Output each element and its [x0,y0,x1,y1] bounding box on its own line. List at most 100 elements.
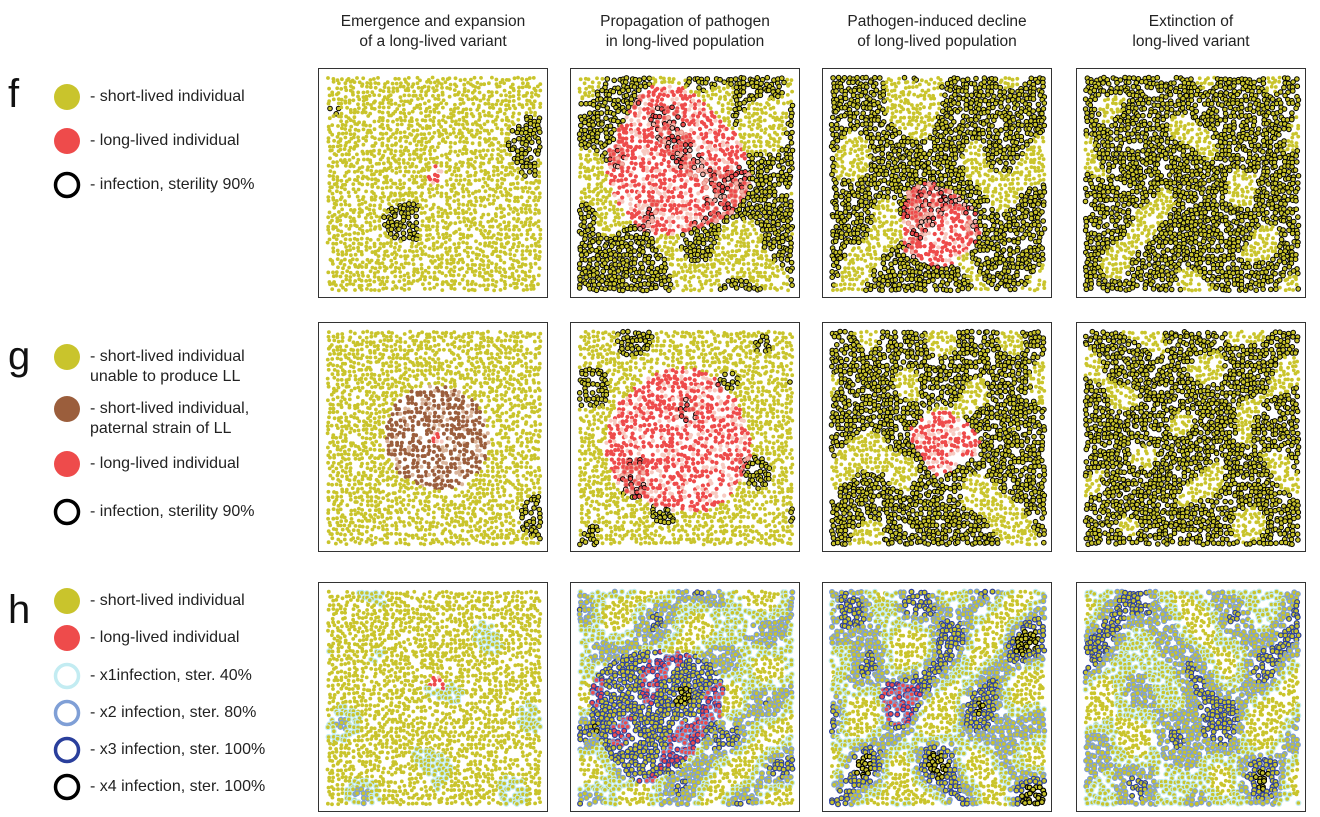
individual [335,92,339,97]
individual [746,106,751,111]
individual [687,107,692,112]
individual [419,153,423,158]
individual [402,181,407,186]
individual [485,183,490,188]
individual [844,140,849,145]
individual [667,281,674,288]
individual [486,231,491,236]
individual [412,170,416,174]
individual [428,287,432,291]
individual [645,176,650,181]
individual [415,249,419,254]
individual [598,110,605,116]
individual [495,206,499,211]
individual [754,205,760,211]
individual [351,92,355,97]
individual [619,139,625,144]
individual [603,221,608,225]
individual [431,180,436,185]
individual [507,275,512,280]
legend-item-h-short-lived: - short-lived individual [52,586,245,616]
individual [403,261,408,266]
individual [491,142,495,147]
individual [657,92,663,97]
individual [675,186,680,191]
individual [468,173,473,178]
individual [398,182,403,187]
individual [734,260,739,265]
individual [668,240,673,245]
individual [380,261,385,266]
individual [601,201,605,206]
individual [1007,76,1012,81]
individual [661,268,668,274]
individual [693,212,698,217]
individual [355,122,360,127]
individual [343,123,348,128]
individual [668,223,673,228]
individual [498,249,503,254]
individual [529,110,533,115]
individual [389,240,393,245]
individual [654,223,659,228]
individual [444,246,448,251]
individual [435,145,440,149]
individual [435,160,439,165]
individual [713,218,719,224]
individual [419,132,424,136]
individual [670,190,675,195]
individual [657,127,664,133]
individual [692,130,697,136]
individual [383,149,387,154]
individual [357,106,361,110]
individual [380,110,385,115]
individual [477,253,481,257]
individual [636,277,643,283]
individual [335,257,340,261]
panel-f-emergence [318,68,548,298]
individual [448,195,452,200]
individual [699,189,704,194]
individual [696,93,701,98]
individual [582,242,588,249]
individual [787,175,793,182]
individual [331,262,335,266]
individual [394,159,398,164]
individual [332,205,337,210]
individual [587,90,592,95]
individual [352,170,357,174]
individual [620,287,626,294]
individual [413,206,419,213]
individual [526,146,533,152]
individual [395,89,400,93]
individual [599,121,605,127]
individual [517,111,522,116]
individual [763,270,767,275]
individual [738,278,744,284]
individual [457,122,461,127]
individual [409,281,414,286]
individual [349,208,353,212]
individual [671,77,676,81]
individual [586,121,592,128]
individual [360,270,365,275]
individual [336,265,340,270]
individual [674,279,679,284]
individual [617,198,622,203]
individual [353,107,357,112]
individual [537,195,542,200]
individual [418,277,423,281]
individual [454,134,459,139]
individual [377,161,381,166]
individual [413,93,418,98]
individual [399,254,403,259]
individual [432,270,437,275]
individual [735,144,740,149]
individual [520,210,524,214]
individual [628,197,634,202]
individual [391,89,396,94]
individual [723,252,727,257]
individual [514,248,519,253]
individual [765,87,772,94]
individual [869,139,875,145]
